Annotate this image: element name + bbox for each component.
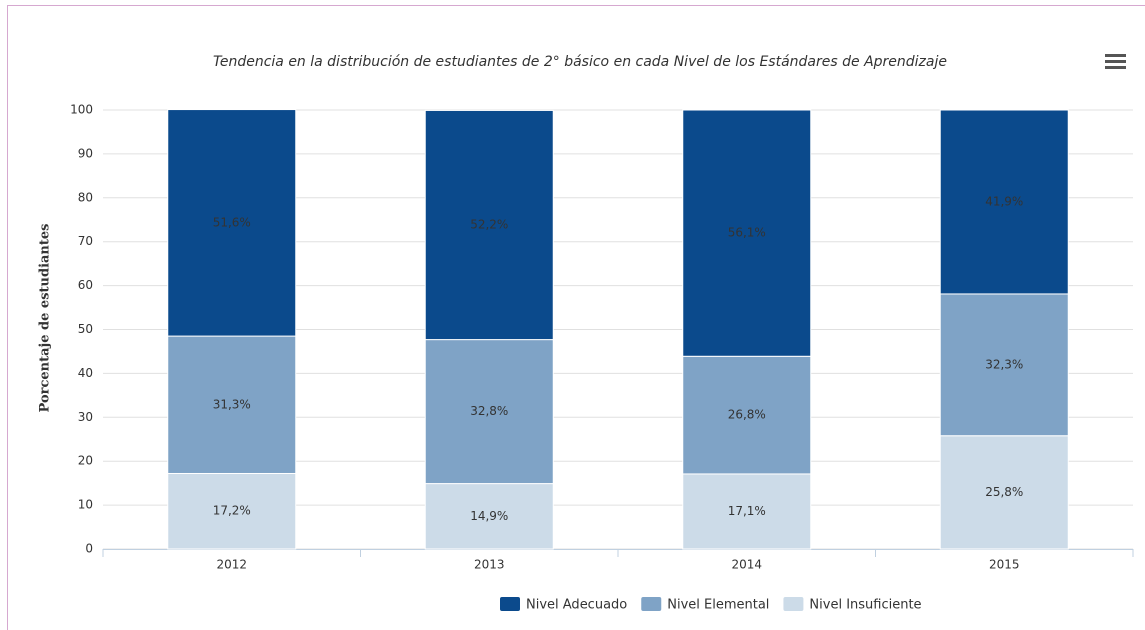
data-label: 17,2% — [213, 504, 251, 518]
bar-segment — [424, 109, 554, 341]
data-label: 51,6% — [213, 215, 251, 229]
y-tick-label: 90 — [78, 146, 93, 160]
bar-segment — [424, 483, 554, 550]
y-tick-label: 100 — [70, 103, 93, 117]
y-tick-label: 10 — [78, 498, 93, 512]
y-tick-label: 60 — [78, 278, 93, 292]
data-label: 26,8% — [728, 408, 766, 422]
data-label: 32,3% — [985, 357, 1023, 371]
legend-swatch — [783, 597, 804, 611]
legend-swatch — [500, 597, 520, 611]
legend-label: Nivel Adecuado — [526, 598, 627, 613]
data-label: 17,1% — [728, 504, 766, 518]
bar-segment — [939, 293, 1069, 437]
x-tick-label: 2012 — [216, 558, 247, 572]
y-tick-label: 30 — [78, 410, 93, 424]
data-label: 41,9% — [985, 194, 1023, 208]
data-label: 31,3% — [213, 397, 251, 411]
bar-segment — [682, 109, 812, 357]
y-tick-label: 80 — [78, 190, 93, 204]
bar-segment — [424, 339, 554, 485]
x-tick-label: 2013 — [474, 558, 505, 572]
menu-bar — [1105, 54, 1126, 57]
data-label: 52,2% — [470, 218, 508, 232]
menu-button[interactable] — [1105, 54, 1126, 69]
y-axis-label: Porcentaje de estudiantes — [38, 224, 53, 413]
data-label: 56,1% — [728, 226, 766, 240]
x-tick-label: 2015 — [989, 558, 1020, 572]
legend-label: Nivel Insuficiente — [809, 598, 921, 613]
bar-segment — [939, 435, 1069, 550]
y-tick-label: 40 — [78, 366, 93, 380]
bar-segment — [682, 355, 812, 475]
y-tick-label: 20 — [78, 454, 93, 468]
data-label: 32,8% — [470, 404, 508, 418]
data-label: 14,9% — [470, 509, 508, 523]
menu-bar — [1105, 60, 1126, 63]
legend-label: Nivel Elemental — [667, 598, 769, 613]
x-tick-label: 2014 — [731, 558, 762, 572]
y-tick-label: 70 — [78, 234, 93, 248]
y-tick-label: 0 — [85, 542, 93, 556]
menu-bar — [1105, 66, 1126, 69]
data-label: 25,8% — [985, 485, 1023, 499]
legend-swatch — [641, 597, 662, 611]
bar-segment — [167, 109, 297, 337]
chart-title: Tendencia en la distribución de estudian… — [213, 54, 947, 70]
bar-segment — [939, 109, 1069, 295]
y-tick-label: 50 — [78, 322, 93, 336]
